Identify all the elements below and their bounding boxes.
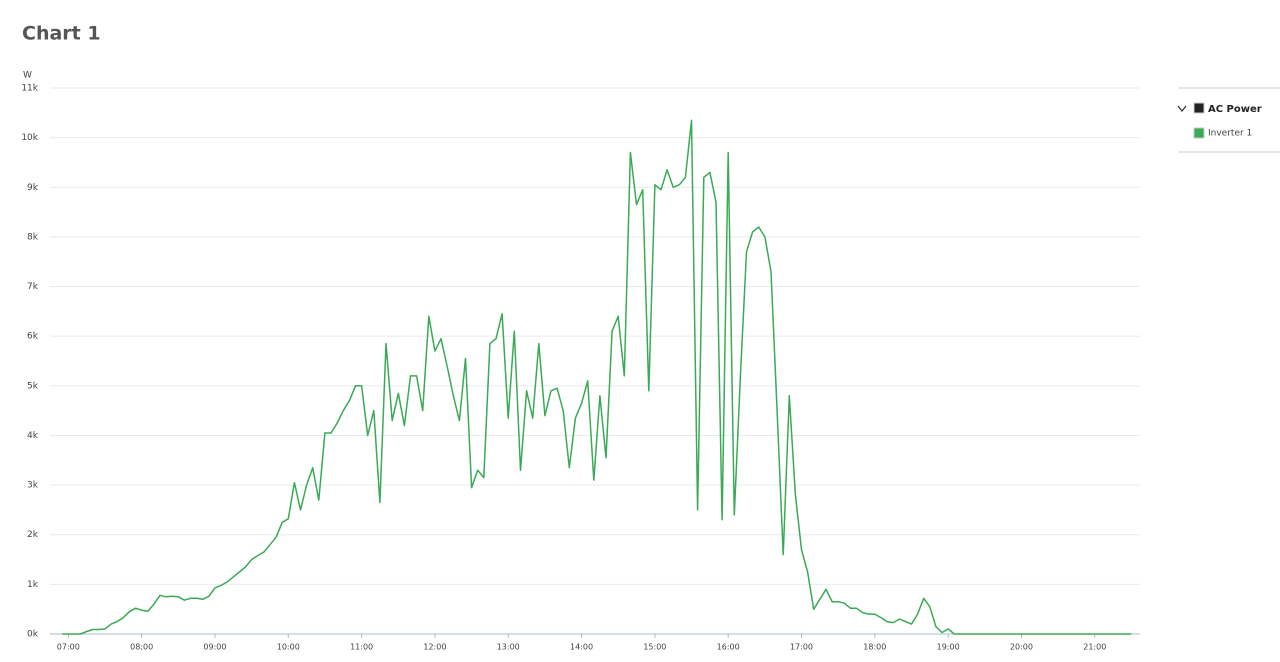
y-tick-label: 5k xyxy=(27,381,39,391)
y-tick-label: 2k xyxy=(27,530,39,540)
x-tick-label: 15:00 xyxy=(643,643,666,652)
x-tick-label: 11:00 xyxy=(350,643,373,652)
y-tick-label: 9k xyxy=(27,183,39,193)
y-tick-label: 4k xyxy=(27,431,39,441)
x-tick-label: 08:00 xyxy=(130,643,153,652)
chart-title: Chart 1 xyxy=(22,23,101,45)
x-tick-label: 09:00 xyxy=(203,643,226,652)
y-tick-label: 0k xyxy=(27,630,39,640)
x-tick-label: 10:00 xyxy=(277,643,300,652)
legend-group-icon[interactable] xyxy=(1193,102,1205,114)
legend-swatch[interactable] xyxy=(1193,127,1205,139)
y-tick-label: 7k xyxy=(27,282,39,292)
x-tick-label: 12:00 xyxy=(423,643,446,652)
x-tick-label: 13:00 xyxy=(497,643,520,652)
x-tick-label: 17:00 xyxy=(790,643,813,652)
y-tick-label: 1k xyxy=(27,580,39,590)
y-tick-label: 11k xyxy=(21,84,38,94)
legend-group[interactable]: AC Power xyxy=(1208,104,1262,115)
x-tick-label: 20:00 xyxy=(1010,643,1033,652)
y-tick-label: 3k xyxy=(27,481,39,491)
x-tick-label: 07:00 xyxy=(57,643,80,652)
x-tick-label: 16:00 xyxy=(717,643,740,652)
y-axis-label: W xyxy=(23,71,32,81)
x-tick-label: 21:00 xyxy=(1083,643,1106,652)
x-tick-label: 18:00 xyxy=(863,643,886,652)
collapse-chevron[interactable] xyxy=(1177,105,1187,113)
y-tick-label: 10k xyxy=(21,133,38,143)
y-tick-label: 8k xyxy=(27,232,39,242)
y-tick-label: 6k xyxy=(27,332,39,342)
x-tick-label: 19:00 xyxy=(937,643,960,652)
line xyxy=(62,119,1132,635)
legend-label[interactable]: Inverter 1 xyxy=(1208,129,1252,139)
x-tick-label: 14:00 xyxy=(570,643,593,652)
